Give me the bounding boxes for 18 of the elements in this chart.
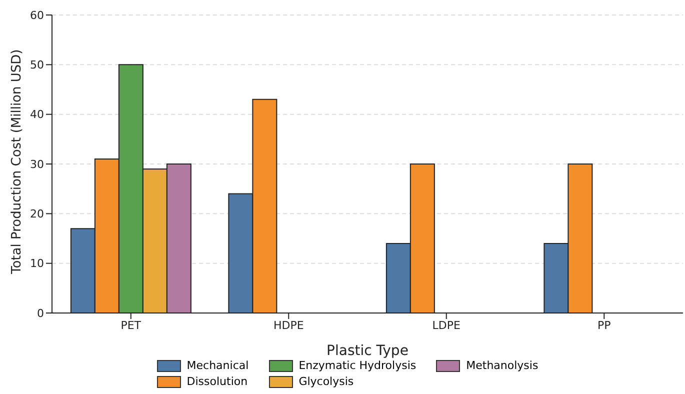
legend-label: Dissolution (186, 375, 248, 388)
legend-label: Enzymatic Hydrolysis (298, 359, 416, 372)
legend-label: Glycolysis (298, 375, 354, 388)
legend-label: Mechanical (186, 359, 249, 372)
y-tick-label: 0 (37, 306, 44, 320)
y-axis-title: Total Production Cost (Million USD) (10, 49, 25, 275)
x-tick-label: HDPE (273, 318, 304, 332)
y-tick-label: 50 (30, 58, 44, 72)
x-tick-label: PET (120, 318, 142, 332)
x-tick-label: PP (597, 318, 612, 332)
y-tick-label: 40 (30, 108, 44, 122)
y-tick-label: 60 (30, 8, 44, 22)
y-tick-label: 20 (30, 208, 44, 221)
legend-label: Methanolysis (466, 359, 538, 372)
x-axis-title: Plastic Type (326, 343, 408, 359)
x-tick-label: LDPE (432, 318, 461, 332)
y-tick-label: 30 (30, 158, 44, 171)
y-tick-label: 10 (30, 257, 44, 270)
